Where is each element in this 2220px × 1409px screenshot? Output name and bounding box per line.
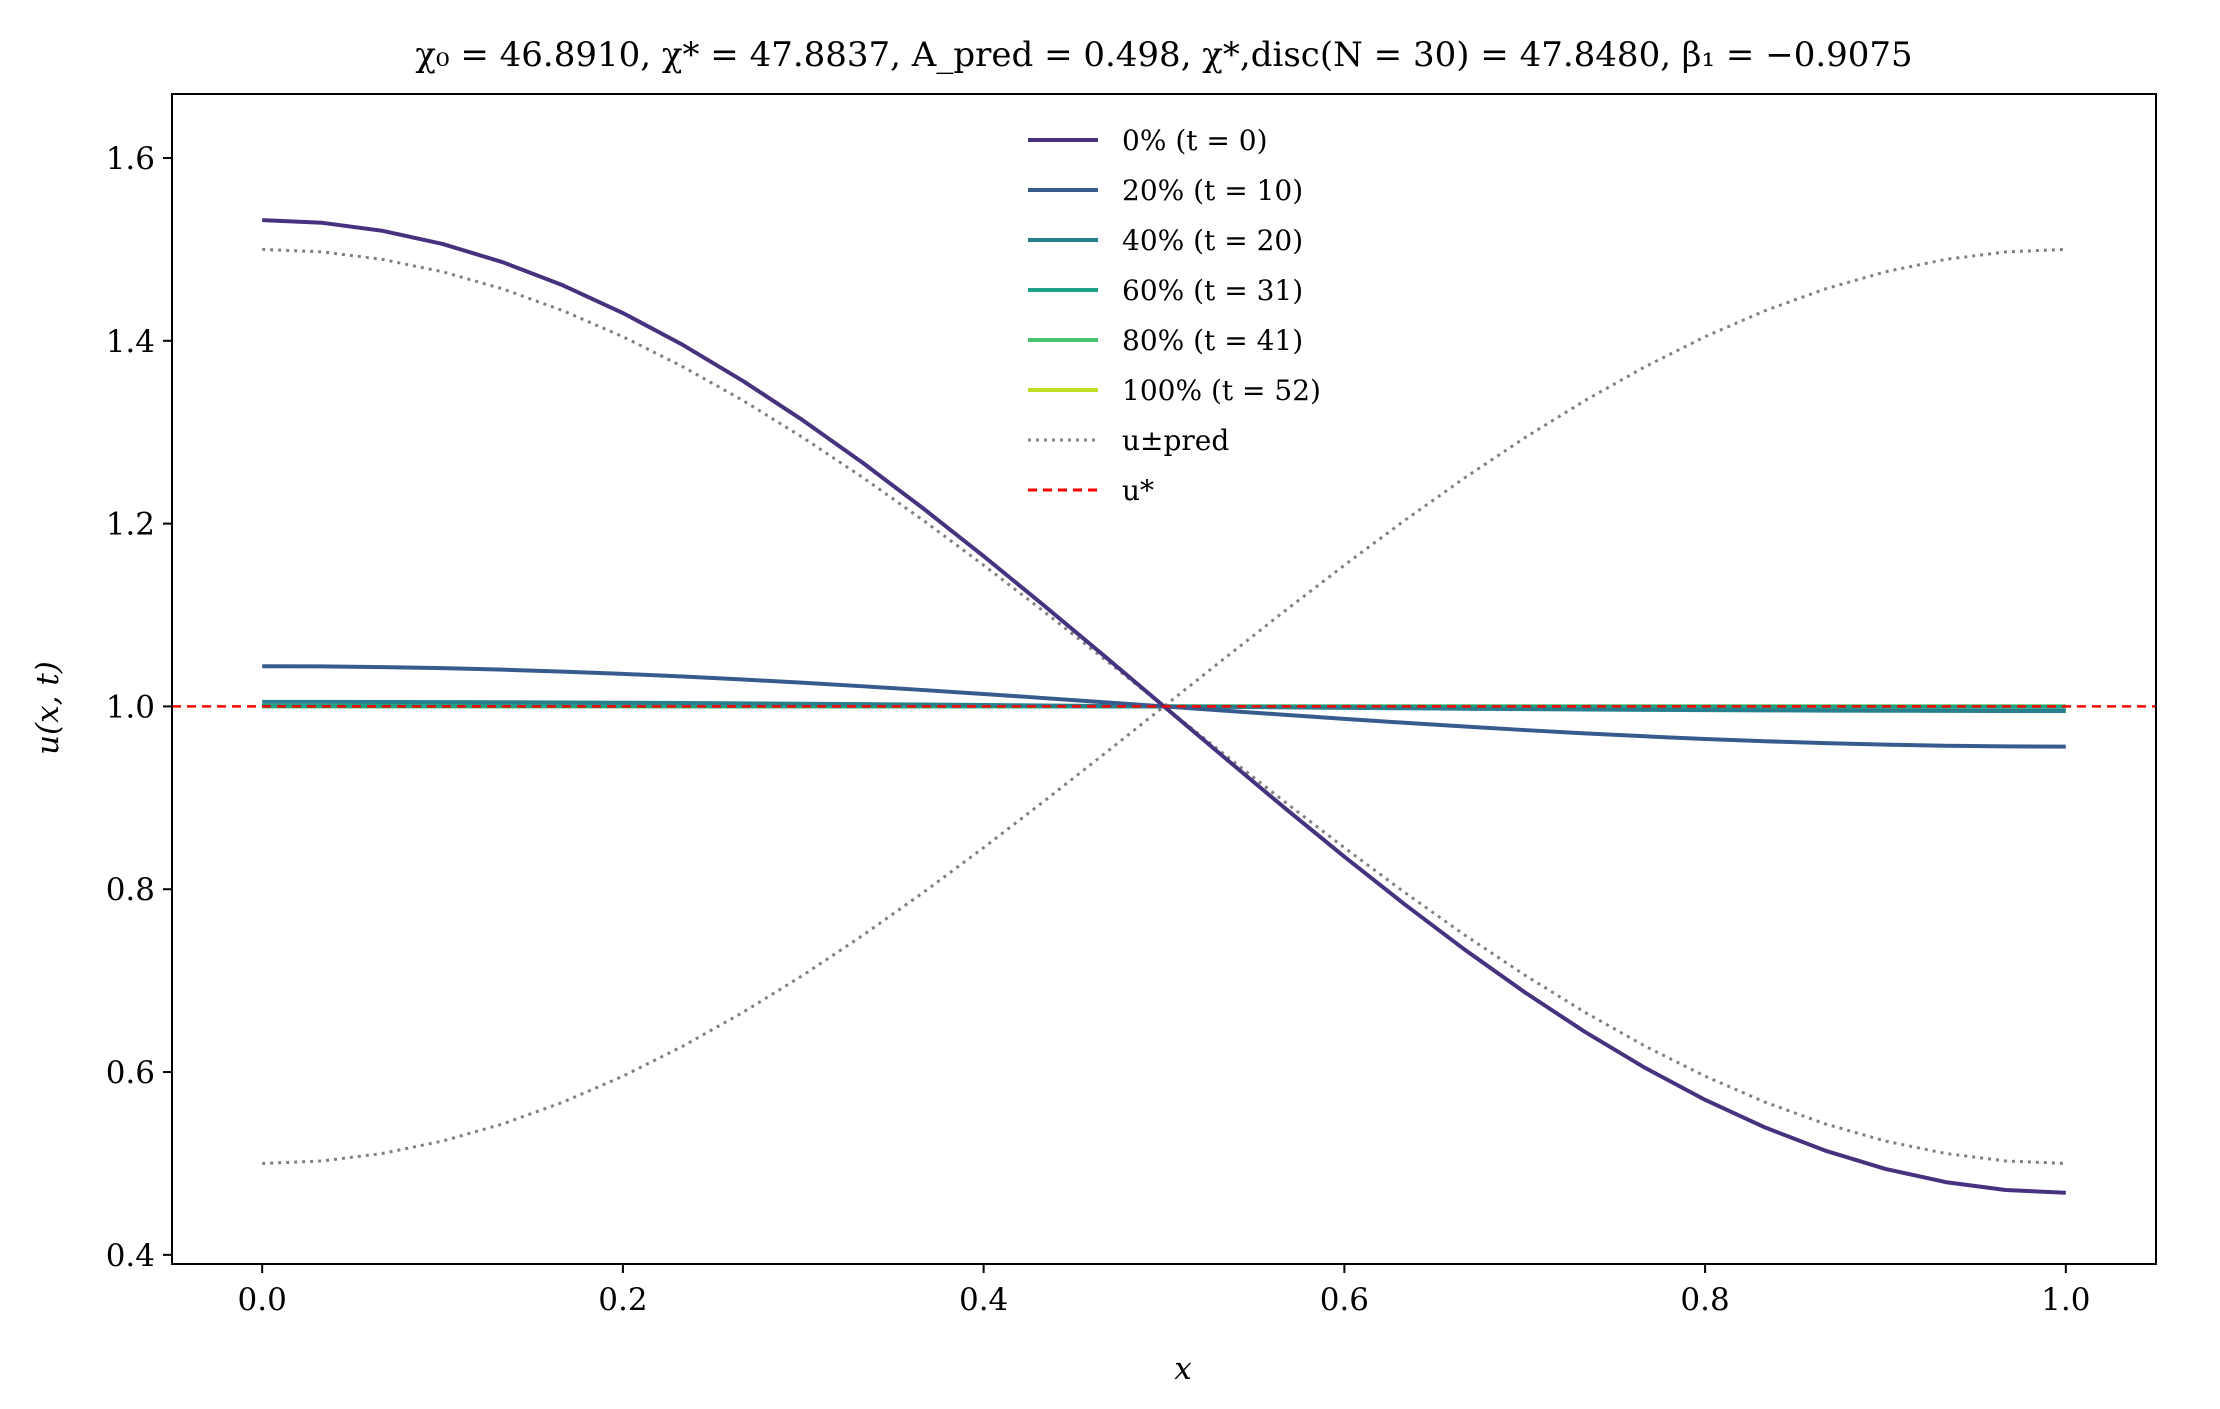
u-pred-plus-line bbox=[262, 247, 2066, 1165]
y-tick-label: 1.6 bbox=[106, 141, 155, 177]
y-tick-label: 1.0 bbox=[106, 689, 155, 725]
x-tick-label: 1.0 bbox=[2041, 1282, 2090, 1318]
legend-label: 100% (t = 52) bbox=[1122, 374, 1321, 407]
x-tick-label: 0.8 bbox=[1680, 1282, 1729, 1318]
u-pred-minus-line bbox=[262, 247, 2066, 1165]
y-axis: 0.4 0.6 0.8 1.0 1.2 1.4 1.6 bbox=[106, 141, 172, 1274]
legend-label: 0% (t = 0) bbox=[1122, 124, 1268, 157]
legend-label: 80% (t = 41) bbox=[1122, 324, 1303, 357]
x-axis-label: x bbox=[1174, 1351, 1192, 1387]
legend: 0% (t = 0) 20% (t = 10) 40% (t = 20) 60% (t… bbox=[1028, 124, 1321, 507]
legend-label: u±pred bbox=[1122, 424, 1229, 457]
y-tick-label: 0.8 bbox=[106, 872, 155, 908]
x-tick-label: 0.6 bbox=[1320, 1282, 1369, 1318]
legend-label: 20% (t = 10) bbox=[1122, 174, 1303, 207]
y-tick-label: 0.4 bbox=[106, 1238, 155, 1274]
x-tick-label: 0.4 bbox=[959, 1282, 1008, 1318]
x-tick-label: 0.2 bbox=[598, 1282, 647, 1318]
y-axis-label: u(x, t) bbox=[30, 661, 66, 755]
y-tick-label: 0.6 bbox=[106, 1055, 155, 1091]
x-axis: 0.0 0.2 0.4 0.6 0.8 1.0 bbox=[238, 1264, 2090, 1318]
plot-frame bbox=[171, 93, 2157, 1265]
y-tick-label: 1.2 bbox=[106, 507, 155, 543]
legend-label: u* bbox=[1122, 474, 1154, 507]
chart-title: χ₀ = 46.8910, χ* = 47.8837, A_pred = 0.4… bbox=[415, 35, 1912, 75]
x-tick-label: 0.0 bbox=[238, 1282, 287, 1318]
y-tick-label: 1.4 bbox=[106, 324, 155, 360]
legend-label: 60% (t = 31) bbox=[1122, 274, 1303, 307]
plot-lines bbox=[172, 218, 2156, 1195]
legend-label: 40% (t = 20) bbox=[1122, 224, 1303, 257]
